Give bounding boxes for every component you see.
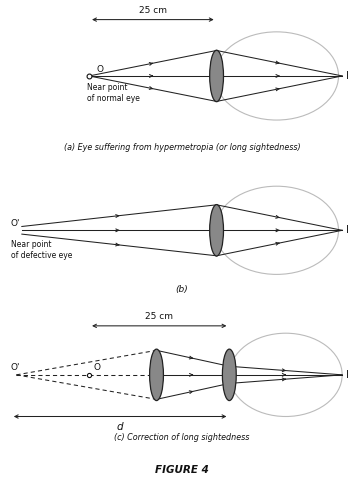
Text: O: O (96, 65, 103, 74)
Text: Near point
of normal eye: Near point of normal eye (87, 83, 140, 103)
Text: O': O' (11, 219, 20, 228)
Ellipse shape (210, 50, 223, 102)
Text: O': O' (11, 364, 20, 372)
Text: FIGURE 4: FIGURE 4 (155, 466, 209, 475)
Text: Near point
of defective eye: Near point of defective eye (11, 240, 72, 260)
Text: I: I (346, 71, 349, 81)
Text: (c) Correction of long sightedness: (c) Correction of long sightedness (114, 433, 250, 441)
Text: I: I (346, 225, 349, 235)
Ellipse shape (210, 205, 223, 256)
Text: (b): (b) (175, 285, 189, 294)
Text: 25 cm: 25 cm (139, 6, 167, 15)
Text: 25 cm: 25 cm (145, 312, 173, 321)
Ellipse shape (222, 349, 236, 401)
Text: I: I (346, 370, 349, 380)
Ellipse shape (150, 349, 163, 401)
Text: (a) Eye suffering from hypermetropia (or long sightedness): (a) Eye suffering from hypermetropia (or… (64, 143, 300, 151)
Text: O: O (94, 364, 100, 372)
Text: d: d (117, 422, 123, 432)
